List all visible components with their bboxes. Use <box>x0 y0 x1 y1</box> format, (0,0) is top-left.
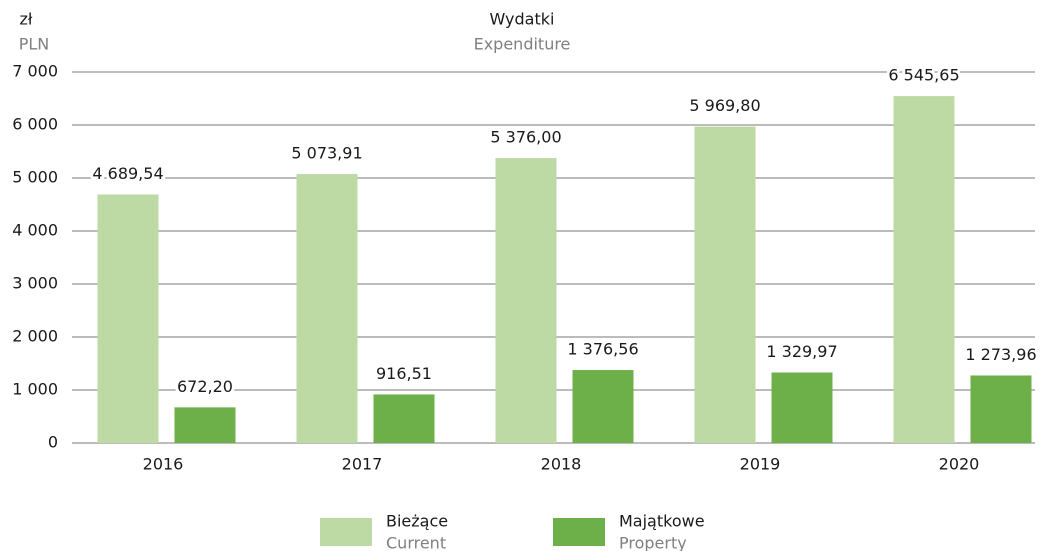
y-tick-label: 7 000 <box>12 62 58 81</box>
legend-label-en: Property <box>619 534 687 551</box>
y-tick-label: 4 000 <box>12 221 58 240</box>
y-tick-label: 0 <box>48 433 58 452</box>
value-label: 672,20 <box>177 377 233 396</box>
bar <box>572 370 634 443</box>
bar <box>296 174 358 443</box>
value-label: 1 273,96 <box>965 345 1036 364</box>
x-tick-label: 2018 <box>541 455 582 474</box>
y-tick-label: 1 000 <box>12 380 58 399</box>
legend-swatch <box>553 518 605 546</box>
chart-title: Wydatki <box>490 10 555 29</box>
value-label: 1 329,97 <box>766 342 837 361</box>
y-tick-label: 2 000 <box>12 327 58 346</box>
legend-label-en: Current <box>386 534 446 551</box>
x-tick-label: 2020 <box>939 455 980 474</box>
legend-label: Bieżące <box>386 512 448 531</box>
x-tick-label: 2016 <box>143 455 184 474</box>
y-tick-label: 5 000 <box>12 168 58 187</box>
y-tick-label: 6 000 <box>12 115 58 134</box>
y-tick-label: 3 000 <box>12 274 58 293</box>
bar <box>174 407 236 443</box>
value-label: 1 376,56 <box>567 340 638 359</box>
legend-label: Majątkowe <box>619 512 705 531</box>
y-unit: zł <box>20 10 33 29</box>
bar <box>694 126 756 444</box>
chart-subtitle: Expenditure <box>474 35 571 54</box>
x-tick-label: 2019 <box>740 455 781 474</box>
value-label: 6 545,65 <box>888 66 959 85</box>
y-unit-en: PLN <box>19 35 50 54</box>
bar <box>495 158 557 443</box>
bar <box>970 375 1032 443</box>
value-label: 5 969,80 <box>689 96 760 115</box>
bar <box>373 394 435 443</box>
bar <box>893 96 955 443</box>
bar <box>97 194 159 443</box>
value-label: 5 376,00 <box>490 128 561 147</box>
value-label: 5 073,91 <box>291 144 362 163</box>
value-label: 916,51 <box>376 364 432 383</box>
legend-swatch <box>320 518 372 546</box>
value-label: 4 689,54 <box>92 164 163 183</box>
x-tick-label: 2017 <box>342 455 383 474</box>
bar <box>771 372 833 443</box>
